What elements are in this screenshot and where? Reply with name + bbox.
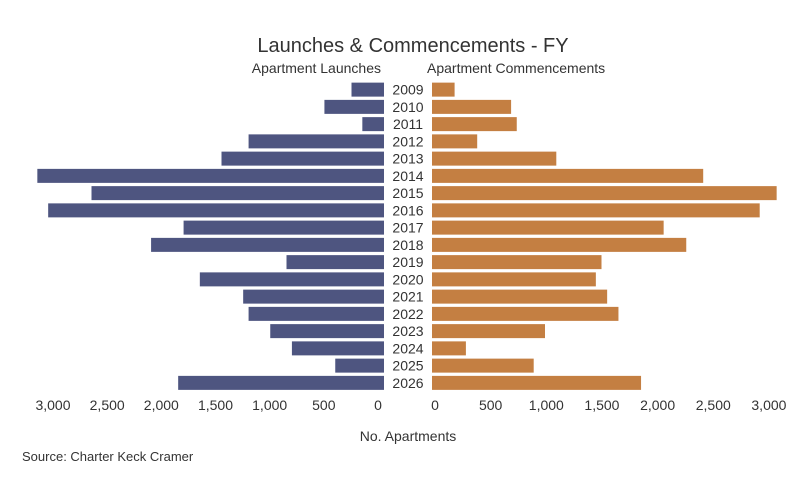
bar-launches-2013 (221, 151, 384, 166)
tick-labels: 3,000 3,000 2,500 2,500 2,000 2,000 1,500 1,500… (35, 397, 786, 413)
year-label-2022: 2022 (392, 306, 423, 322)
x-axis-label: No. Apartments (360, 428, 457, 444)
bar-launches-2015 (91, 186, 384, 201)
tick-left-2000: 2,000 (144, 397, 179, 413)
tick-left-1000: 1,000 (252, 397, 287, 413)
year-label-2020: 2020 (392, 271, 423, 287)
bar-commencements-2013 (432, 151, 557, 166)
year-label-2010: 2010 (392, 99, 423, 115)
chart-title: Launches & Commencements - FY (257, 35, 568, 57)
bar-launches-2024 (291, 341, 384, 356)
bar-launches-2016 (48, 203, 385, 218)
tick-left-2500: 2,500 (90, 397, 125, 413)
year-label-2009: 2009 (392, 82, 423, 98)
bar-launches-2010 (324, 99, 384, 114)
year-label-2013: 2013 (392, 151, 423, 167)
bar-launches-2022 (248, 306, 384, 321)
year-label-2024: 2024 (392, 340, 423, 356)
series-label-commencements: Apartment Commencements (427, 60, 605, 76)
tick-left-0: 0 (374, 397, 382, 413)
year-label-2025: 2025 (392, 358, 423, 374)
year-label-2014: 2014 (392, 168, 423, 184)
bar-launches-2009 (351, 82, 384, 97)
bar-launches-2023 (270, 324, 384, 339)
tick-left-3000: 3,000 (35, 397, 70, 413)
bar-commencements-2010 (432, 99, 512, 114)
tick-left-500: 500 (312, 397, 336, 413)
tick-right-2500: 2,500 (696, 397, 731, 413)
bar-commencements-2023 (432, 324, 545, 339)
year-label-2018: 2018 (392, 237, 423, 253)
bar-launches-2021 (243, 289, 384, 304)
series-label-launches: Apartment Launches (252, 60, 381, 76)
year-label-2011: 2011 (393, 116, 423, 132)
bar-commencements-2012 (432, 134, 478, 149)
bar-launches-2019 (286, 255, 384, 270)
bar-launches-2025 (335, 358, 384, 373)
bar-launches-2017 (183, 220, 384, 235)
bar-commencements-2019 (432, 255, 602, 270)
bar-commencements-2014 (432, 168, 704, 183)
year-label-2019: 2019 (392, 254, 423, 270)
bar-commencements-2009 (432, 82, 455, 97)
bar-commencements-2025 (432, 358, 534, 373)
bar-launches-2018 (151, 237, 384, 252)
bar-commencements-2026 (432, 375, 642, 390)
bar-launches-2012 (248, 134, 384, 149)
bar-commencements-2015 (432, 186, 777, 201)
tick-left-1500: 1,500 (198, 397, 233, 413)
bar-commencements-2011 (432, 117, 517, 132)
tick-right-2000: 2,000 (640, 397, 675, 413)
year-label-2026: 2026 (392, 375, 423, 391)
bar-commencements-2022 (432, 306, 619, 321)
tick-right-1000: 1,000 (529, 397, 564, 413)
tick-right-0: 0 (431, 397, 439, 413)
bar-launches-2020 (199, 272, 384, 287)
bar-commencements-2018 (432, 237, 687, 252)
bar-launches-2026 (178, 375, 384, 390)
bar-commencements-2016 (432, 203, 760, 218)
bar-launches-2014 (37, 168, 384, 183)
bar-launches-2011 (362, 117, 384, 132)
year-label-2021: 2021 (392, 289, 423, 305)
bar-commencements-2024 (432, 341, 466, 356)
tick-right-1500: 1,500 (584, 397, 619, 413)
year-label-2023: 2023 (392, 323, 423, 339)
bar-commencements-2017 (432, 220, 664, 235)
year-label-2016: 2016 (392, 202, 423, 218)
bar-commencements-2020 (432, 272, 596, 287)
source-note: Source: Charter Keck Cramer (22, 449, 194, 464)
year-label-2017: 2017 (392, 220, 423, 236)
year-label-2015: 2015 (392, 185, 423, 201)
bar-commencements-2021 (432, 289, 608, 304)
tick-right-500: 500 (479, 397, 503, 413)
year-label-2012: 2012 (392, 133, 423, 149)
bars-group (37, 82, 777, 390)
tick-right-3000: 3,000 (751, 397, 786, 413)
